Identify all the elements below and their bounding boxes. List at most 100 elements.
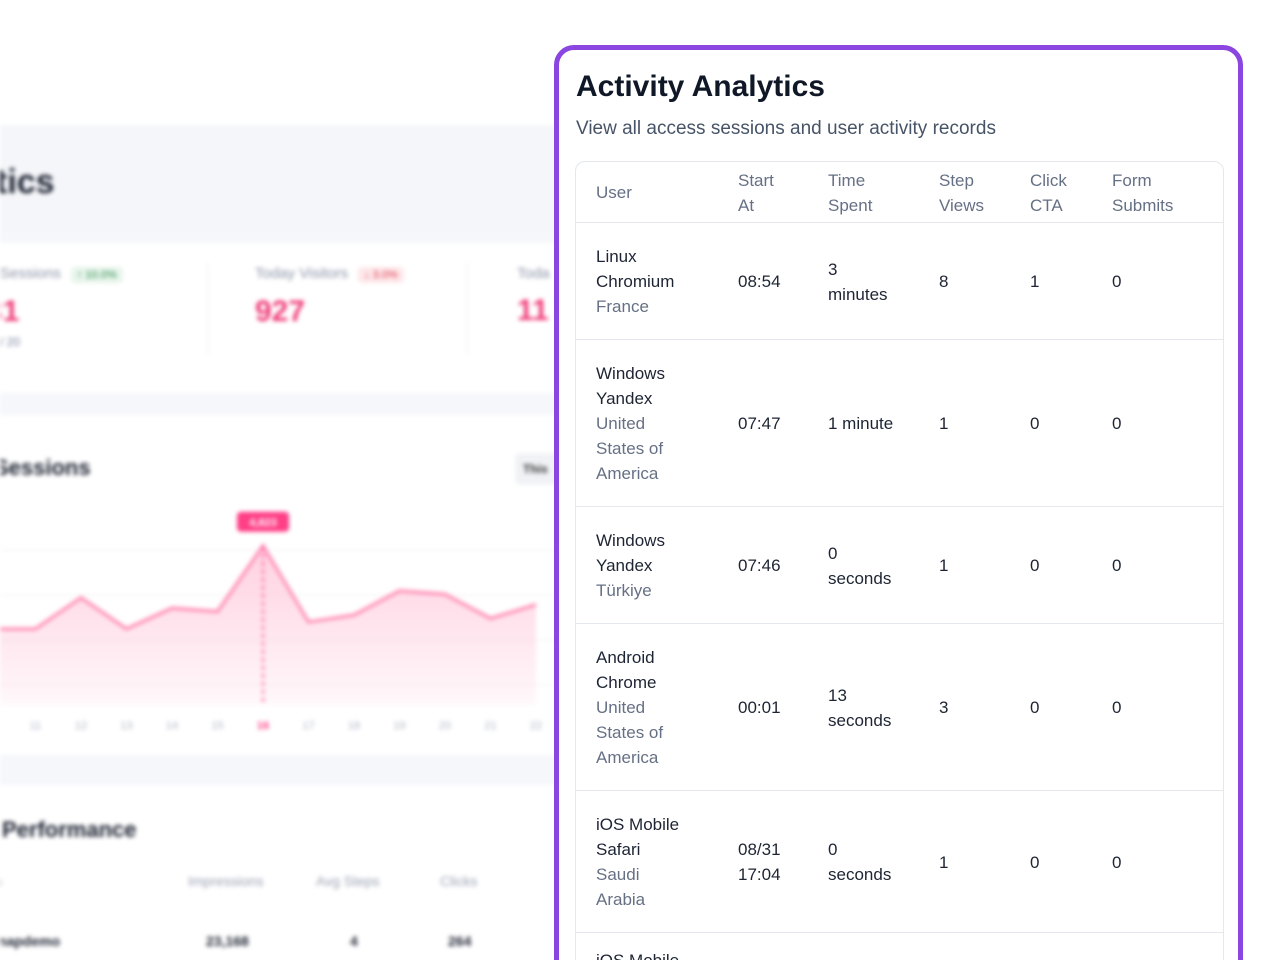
table-row[interactable]: iOS Mobile Safari Saudi Arabia 08/31 17:04 0 se…	[576, 791, 1223, 933]
table-row[interactable]: Windows Yandex Türkiye 07:46 0 seconds 1 0 0	[576, 507, 1223, 624]
cell-start-at: 00:01	[738, 695, 818, 720]
bg-stat-today-visitors: Today Visitors ↓ 3.0% 927	[255, 265, 404, 329]
cell-time-spent: 1 minute	[828, 411, 918, 436]
cell-user-line: States of	[596, 723, 664, 742]
column-header-user[interactable]: User	[596, 183, 632, 202]
activity-analytics-panel: Activity Analytics View all access sessi…	[554, 45, 1243, 960]
perf-header: n	[0, 873, 2, 889]
cell-step-views-line: 1	[939, 556, 949, 575]
cell-user-line: United	[596, 698, 646, 717]
cell-form-submits: 0	[1112, 411, 1121, 436]
header-line: Time	[828, 171, 866, 190]
cell-start-at-line: 08/31	[738, 840, 781, 859]
bg-stat-sessions: Sessions ↑ 10.0% 31 / 20	[0, 265, 123, 349]
table-row[interactable]: Linux Chromium France 08:54 3 minutes 8 1 0	[576, 223, 1223, 340]
cell-click-cta-line: 1	[1030, 272, 1040, 291]
table-row[interactable]: Windows Yandex United States of America 07:47…	[576, 340, 1223, 507]
cell-click-cta: 1	[1030, 269, 1039, 294]
chart-tooltip-label: 4,823	[249, 517, 277, 529]
cell-step-views-line: 3	[939, 698, 949, 717]
cell-time-spent: 0 seconds	[828, 541, 918, 591]
chart-x-tick: 22	[530, 720, 542, 732]
cell-time-spent-line: 13	[828, 686, 847, 705]
cell-user-line: United	[596, 414, 646, 433]
bg-header-card: tics	[0, 125, 600, 231]
cell-click-cta: 0	[1030, 553, 1039, 578]
stat-label: Today Visitors	[255, 265, 349, 282]
cell-user-line: Yandex	[596, 556, 653, 575]
stat-label: Sessions	[0, 265, 61, 282]
cell-form-submits-line: 0	[1112, 698, 1122, 717]
column-header-time[interactable]: Time Spent	[828, 168, 872, 218]
chart-x-tick: 14	[166, 720, 178, 732]
perf-cell: inapdemo	[0, 933, 61, 949]
cell-start-at-line: 07:47	[738, 414, 781, 433]
cell-user-line: Arabia	[596, 890, 646, 909]
table-row[interactable]: iOS Mobile	[576, 933, 1223, 960]
column-header-form-submits[interactable]: Form Submits	[1112, 168, 1173, 218]
cell-user: Linux Chromium France	[596, 244, 716, 319]
stat-value: 927	[255, 295, 306, 328]
header-line: Form	[1112, 171, 1152, 190]
cell-time-spent-line: seconds	[828, 865, 892, 884]
divider	[207, 263, 208, 355]
perf-cell: 264	[448, 933, 472, 949]
bg-sessions-title: Sessions	[0, 455, 91, 480]
cell-step-views: 3	[939, 695, 948, 720]
cell-time-spent-line: 1 minute	[828, 414, 894, 433]
chart-x-tick: 15	[211, 720, 223, 732]
cell-user-line: Türkiye	[596, 581, 652, 600]
cell-form-submits-line: 0	[1112, 556, 1122, 575]
chart-x-tick: 16	[257, 720, 269, 732]
panel-title: Activity Analytics	[576, 70, 825, 103]
chart-x-tick: 11	[30, 720, 41, 732]
cell-user-line: Windows	[596, 531, 665, 550]
divider	[467, 263, 468, 355]
stat-label: Toda	[517, 265, 550, 282]
table-header: User Start At Time Spent Step Views Clic…	[576, 162, 1223, 223]
header-line: Views	[939, 196, 985, 215]
cell-user-line: Saudi	[596, 865, 640, 884]
cell-start-at-line: 08:54	[738, 272, 781, 291]
header-line: Submits	[1112, 196, 1174, 215]
cell-start-at: 08:54	[738, 269, 818, 294]
cell-user: iOS Mobile	[596, 951, 679, 960]
cell-step-views: 1	[939, 411, 948, 436]
cell-start-at: 07:47	[738, 411, 818, 436]
cell-user-line: Chrome	[596, 673, 657, 692]
cell-form-submits-line: 0	[1112, 414, 1122, 433]
cell-click-cta: 0	[1030, 411, 1039, 436]
cell-click-cta: 0	[1030, 850, 1039, 875]
sessions-area	[0, 545, 536, 705]
cell-step-views-line: 8	[939, 272, 949, 291]
cell-start-at-line: 17:04	[738, 865, 781, 884]
cell-user: iOS Mobile Safari Saudi Arabia	[596, 812, 716, 912]
chart-x-tick: 12	[75, 720, 87, 732]
cell-user-line: States of	[596, 439, 664, 458]
cell-time-spent-line: seconds	[828, 711, 892, 730]
chart-x-tick: 13	[120, 720, 132, 732]
sessions-chart: 4,823 11 12 13 14 15 16 17 18 19 20 21 22	[0, 511, 600, 732]
bg-performance-card: Performance n Impressions Avg Steps Clic…	[0, 785, 600, 960]
cell-user-line: Windows	[596, 364, 665, 383]
column-header-step-views[interactable]: Step Views	[939, 168, 984, 218]
cell-time-spent-line: minutes	[828, 285, 888, 304]
cell-user: Windows Yandex United States of America	[596, 361, 716, 486]
cell-user-line: America	[596, 748, 659, 767]
cell-click-cta-line: 0	[1030, 853, 1040, 872]
table-row[interactable]: Android Chrome United States of America 00:01…	[576, 624, 1223, 791]
stat-sub: / 20	[0, 335, 21, 349]
cell-time-spent: 13 seconds	[828, 683, 918, 733]
column-header-click-cta[interactable]: Click CTA	[1030, 168, 1067, 218]
chart-x-tick: 21	[484, 720, 496, 732]
column-header-start[interactable]: Start At	[738, 168, 774, 218]
bg-performance-title: Performance	[2, 817, 137, 842]
cell-user: Android Chrome United States of America	[596, 645, 716, 770]
cell-start-at-line: 00:01	[738, 698, 781, 717]
background-dashboard: tics Sessions ↑ 10.0% 31 / 20 Today Visit…	[0, 125, 600, 960]
cell-step-views: 8	[939, 269, 948, 294]
cell-click-cta: 0	[1030, 695, 1039, 720]
sessions-line	[0, 542, 537, 631]
header-line: Spent	[828, 196, 873, 215]
